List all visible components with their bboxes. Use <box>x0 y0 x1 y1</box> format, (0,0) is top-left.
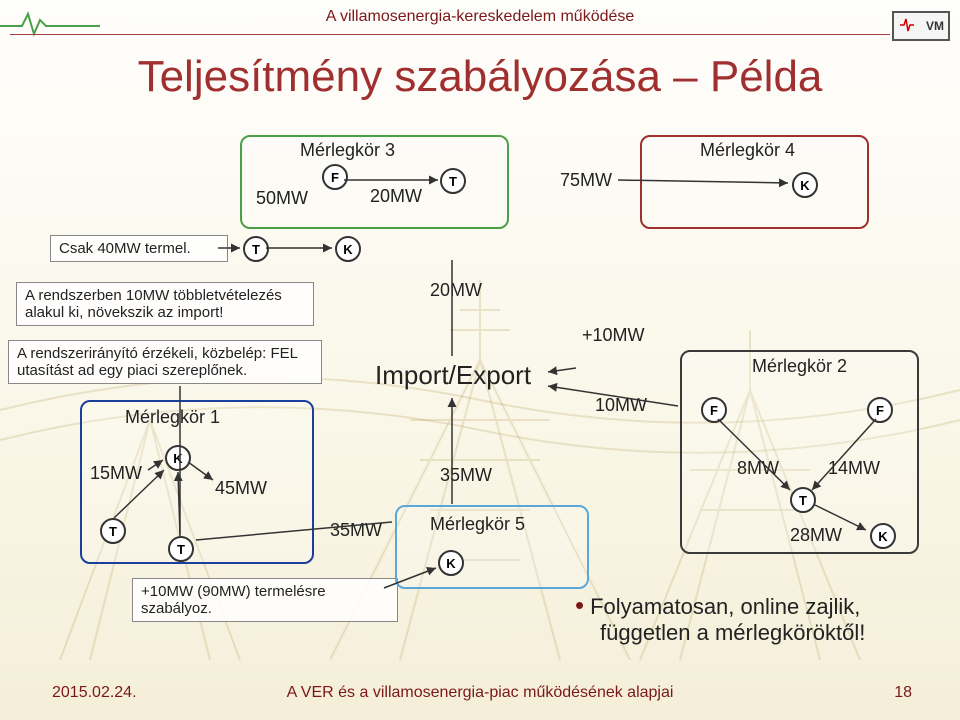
note-csak: Csak 40MW termel. <box>50 235 228 262</box>
t-node-r1a: T <box>100 518 126 544</box>
import-export-label: Import/Export <box>375 360 531 391</box>
region-5-label: Mérlegkör 5 <box>430 514 525 535</box>
region-1-15mw: 15MW <box>90 463 142 484</box>
page-title: Teljesítmény szabályozása – Példa <box>0 52 960 102</box>
note-2: A rendszerirányító érzékeli, közbelép: F… <box>8 340 322 384</box>
f-node-r2a: F <box>701 397 727 423</box>
k-node-r2: K <box>870 523 896 549</box>
bullet-line-2: független a mérlegköröktől! <box>600 620 865 646</box>
center-10mw: 10MW <box>595 395 647 416</box>
k-node-r4: K <box>792 172 818 198</box>
footer-text: A VER és a villamosenergia-piac működésé… <box>0 684 960 702</box>
k-node-csak: K <box>335 236 361 262</box>
t-node-r1b: T <box>168 536 194 562</box>
region-2-8mw: 8MW <box>737 458 779 479</box>
header-subtitle: A villamosenergia-kereskedelem működése <box>0 8 960 26</box>
bullet-line-1: •Folyamatosan, online zajlik, <box>575 590 860 621</box>
region-1-45mw: 45MW <box>215 478 267 499</box>
region-1-label: Mérlegkör 1 <box>125 407 220 428</box>
center-35mw-up: 35MW <box>440 465 492 486</box>
center-35mw-left: 35MW <box>330 520 382 541</box>
t-node-r2: T <box>790 487 816 513</box>
header-divider <box>10 34 890 35</box>
f-node-r3: F <box>322 164 348 190</box>
f-node-r2b: F <box>867 397 893 423</box>
logo: VM <box>892 11 950 41</box>
logo-text: VM <box>926 19 944 33</box>
note-1: A rendszerben 10MW többletvételezés alak… <box>16 282 314 326</box>
footer-page: 18 <box>894 684 912 702</box>
region-2-28mw: 28MW <box>790 525 842 546</box>
region-3-gen: 50MW <box>256 188 308 209</box>
region-4-load: 75MW <box>560 170 612 191</box>
center-top-flow: 20MW <box>430 280 482 301</box>
region-3-load: 20MW <box>370 186 422 207</box>
k-node-r5: K <box>438 550 464 576</box>
t-node-csak: T <box>243 236 269 262</box>
note-3: +10MW (90MW) termelésre szabályoz. <box>132 578 398 622</box>
region-2-14mw: 14MW <box>828 458 880 479</box>
region-2-label: Mérlegkör 2 <box>752 356 847 377</box>
t-node-r3: T <box>440 168 466 194</box>
region-4-label: Mérlegkör 4 <box>700 140 795 161</box>
k-node-r1: K <box>165 445 191 471</box>
center-plus10: +10MW <box>582 325 645 346</box>
region-3-label: Mérlegkör 3 <box>300 140 395 161</box>
